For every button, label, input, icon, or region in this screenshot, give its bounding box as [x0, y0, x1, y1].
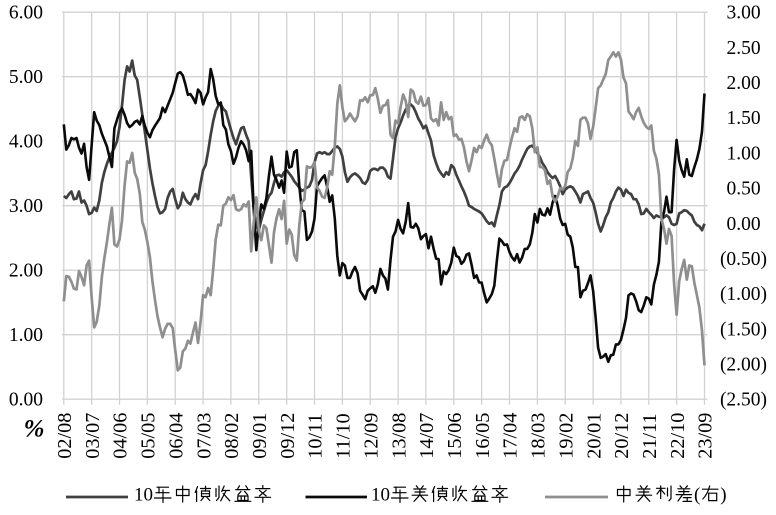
svg-text:0.50: 0.50: [726, 179, 760, 200]
svg-text:0.00: 0.00: [726, 214, 760, 235]
svg-text:2.00: 2.00: [726, 73, 760, 94]
svg-text:17/04: 17/04: [500, 413, 522, 459]
svg-text:13/08: 13/08: [388, 413, 410, 459]
svg-text:6.00: 6.00: [9, 3, 43, 24]
svg-text:1.00: 1.00: [726, 143, 760, 164]
svg-text:%: %: [24, 416, 45, 443]
svg-text:(2.00): (2.00): [720, 355, 767, 376]
svg-text:): ): [720, 485, 726, 506]
svg-text:21/11: 21/11: [639, 413, 661, 458]
svg-text:4.00: 4.00: [9, 132, 43, 153]
svg-text:2.50: 2.50: [726, 38, 760, 59]
svg-text:(2.50): (2.50): [720, 390, 767, 411]
svg-text:(1.00): (1.00): [720, 284, 767, 305]
svg-text:14/07: 14/07: [416, 413, 438, 459]
svg-text:(1.50): (1.50): [720, 319, 767, 340]
svg-text:03/07: 03/07: [82, 413, 104, 459]
svg-text:(0.50): (0.50): [720, 249, 767, 270]
svg-text:16/05: 16/05: [472, 413, 494, 459]
svg-text:20/01: 20/01: [583, 413, 605, 459]
svg-text:3.00: 3.00: [726, 3, 760, 24]
svg-text:0.00: 0.00: [9, 390, 43, 411]
svg-text:11/10: 11/10: [333, 413, 355, 458]
svg-text:12/09: 12/09: [360, 413, 382, 459]
svg-text:19/02: 19/02: [555, 413, 577, 459]
svg-text:04/06: 04/06: [110, 413, 132, 459]
svg-text:0: 0: [144, 485, 154, 506]
svg-text:22/10: 22/10: [667, 413, 689, 459]
svg-text:1.50: 1.50: [726, 108, 760, 129]
svg-text:05/05: 05/05: [138, 413, 160, 459]
svg-text:(: (: [694, 485, 700, 506]
svg-text:1.00: 1.00: [9, 325, 43, 346]
svg-text:15/06: 15/06: [444, 413, 466, 459]
svg-text:3.00: 3.00: [9, 196, 43, 217]
svg-text:23/09: 23/09: [695, 413, 717, 459]
svg-text:5.00: 5.00: [9, 67, 43, 88]
svg-text:2.00: 2.00: [9, 261, 43, 282]
svg-text:07/03: 07/03: [193, 413, 215, 459]
svg-text:20/12: 20/12: [611, 413, 633, 459]
svg-text:09/12: 09/12: [277, 413, 299, 459]
svg-text:02/08: 02/08: [54, 413, 76, 459]
svg-text:1: 1: [371, 485, 381, 506]
svg-text:08/02: 08/02: [221, 413, 243, 459]
svg-text:1: 1: [134, 485, 144, 506]
svg-text:0: 0: [381, 485, 391, 506]
svg-text:18/03: 18/03: [528, 413, 550, 459]
svg-text:06/04: 06/04: [165, 413, 187, 459]
svg-text:10/11: 10/11: [305, 413, 327, 458]
svg-text:09/01: 09/01: [249, 413, 271, 459]
